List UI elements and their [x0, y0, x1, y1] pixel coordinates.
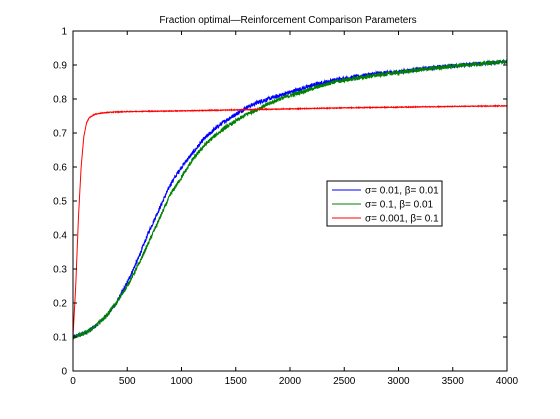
y-tick-label: 0.4: [53, 231, 67, 242]
y-tick-label: 0.3: [53, 265, 67, 276]
x-tick-label: 3000: [387, 376, 410, 387]
chart-title: Fraction optimal—Reinforcement Compariso…: [159, 15, 416, 26]
series-layer: [72, 58, 508, 340]
y-tick-label: 0.8: [53, 95, 67, 106]
x-tick-label: 2500: [333, 376, 356, 387]
x-tick-label: 1500: [225, 376, 248, 387]
y-tick-label: 0.1: [53, 333, 67, 344]
legend: σ= 0.01, β= 0.01 σ= 0.1, β= 0.01 σ= 0.001,…: [326, 180, 443, 227]
y-tick-label: 0.7: [53, 129, 67, 140]
y-tick-label: 0.6: [53, 163, 67, 174]
legend-label: σ= 0.01, β= 0.01: [365, 186, 439, 197]
x-tick-label: 3500: [442, 376, 465, 387]
x-tick-label: 500: [119, 376, 136, 387]
y-tick-label: 0.2: [53, 299, 67, 310]
y-tick-label: 0.5: [53, 197, 67, 208]
legend-label: σ= 0.1, β= 0.01: [365, 200, 434, 211]
series-line-3: [72, 104, 508, 337]
series-line-2: [72, 58, 508, 340]
x-tick-label: 2000: [279, 376, 302, 387]
y-tick-label: 1: [61, 27, 67, 38]
x-tick-label: 0: [70, 376, 76, 387]
ticks-layer: 0 500 1000 1500 2000 2500 3000 3500 4000 0 0.1 0.2 0…: [53, 27, 518, 388]
y-tick-label: 0.9: [53, 61, 67, 72]
legend-label: σ= 0.001, β= 0.1: [365, 214, 439, 225]
x-tick-label: 4000: [496, 376, 519, 387]
y-tick-label: 0: [61, 367, 67, 378]
x-tick-label: 1000: [170, 376, 193, 387]
